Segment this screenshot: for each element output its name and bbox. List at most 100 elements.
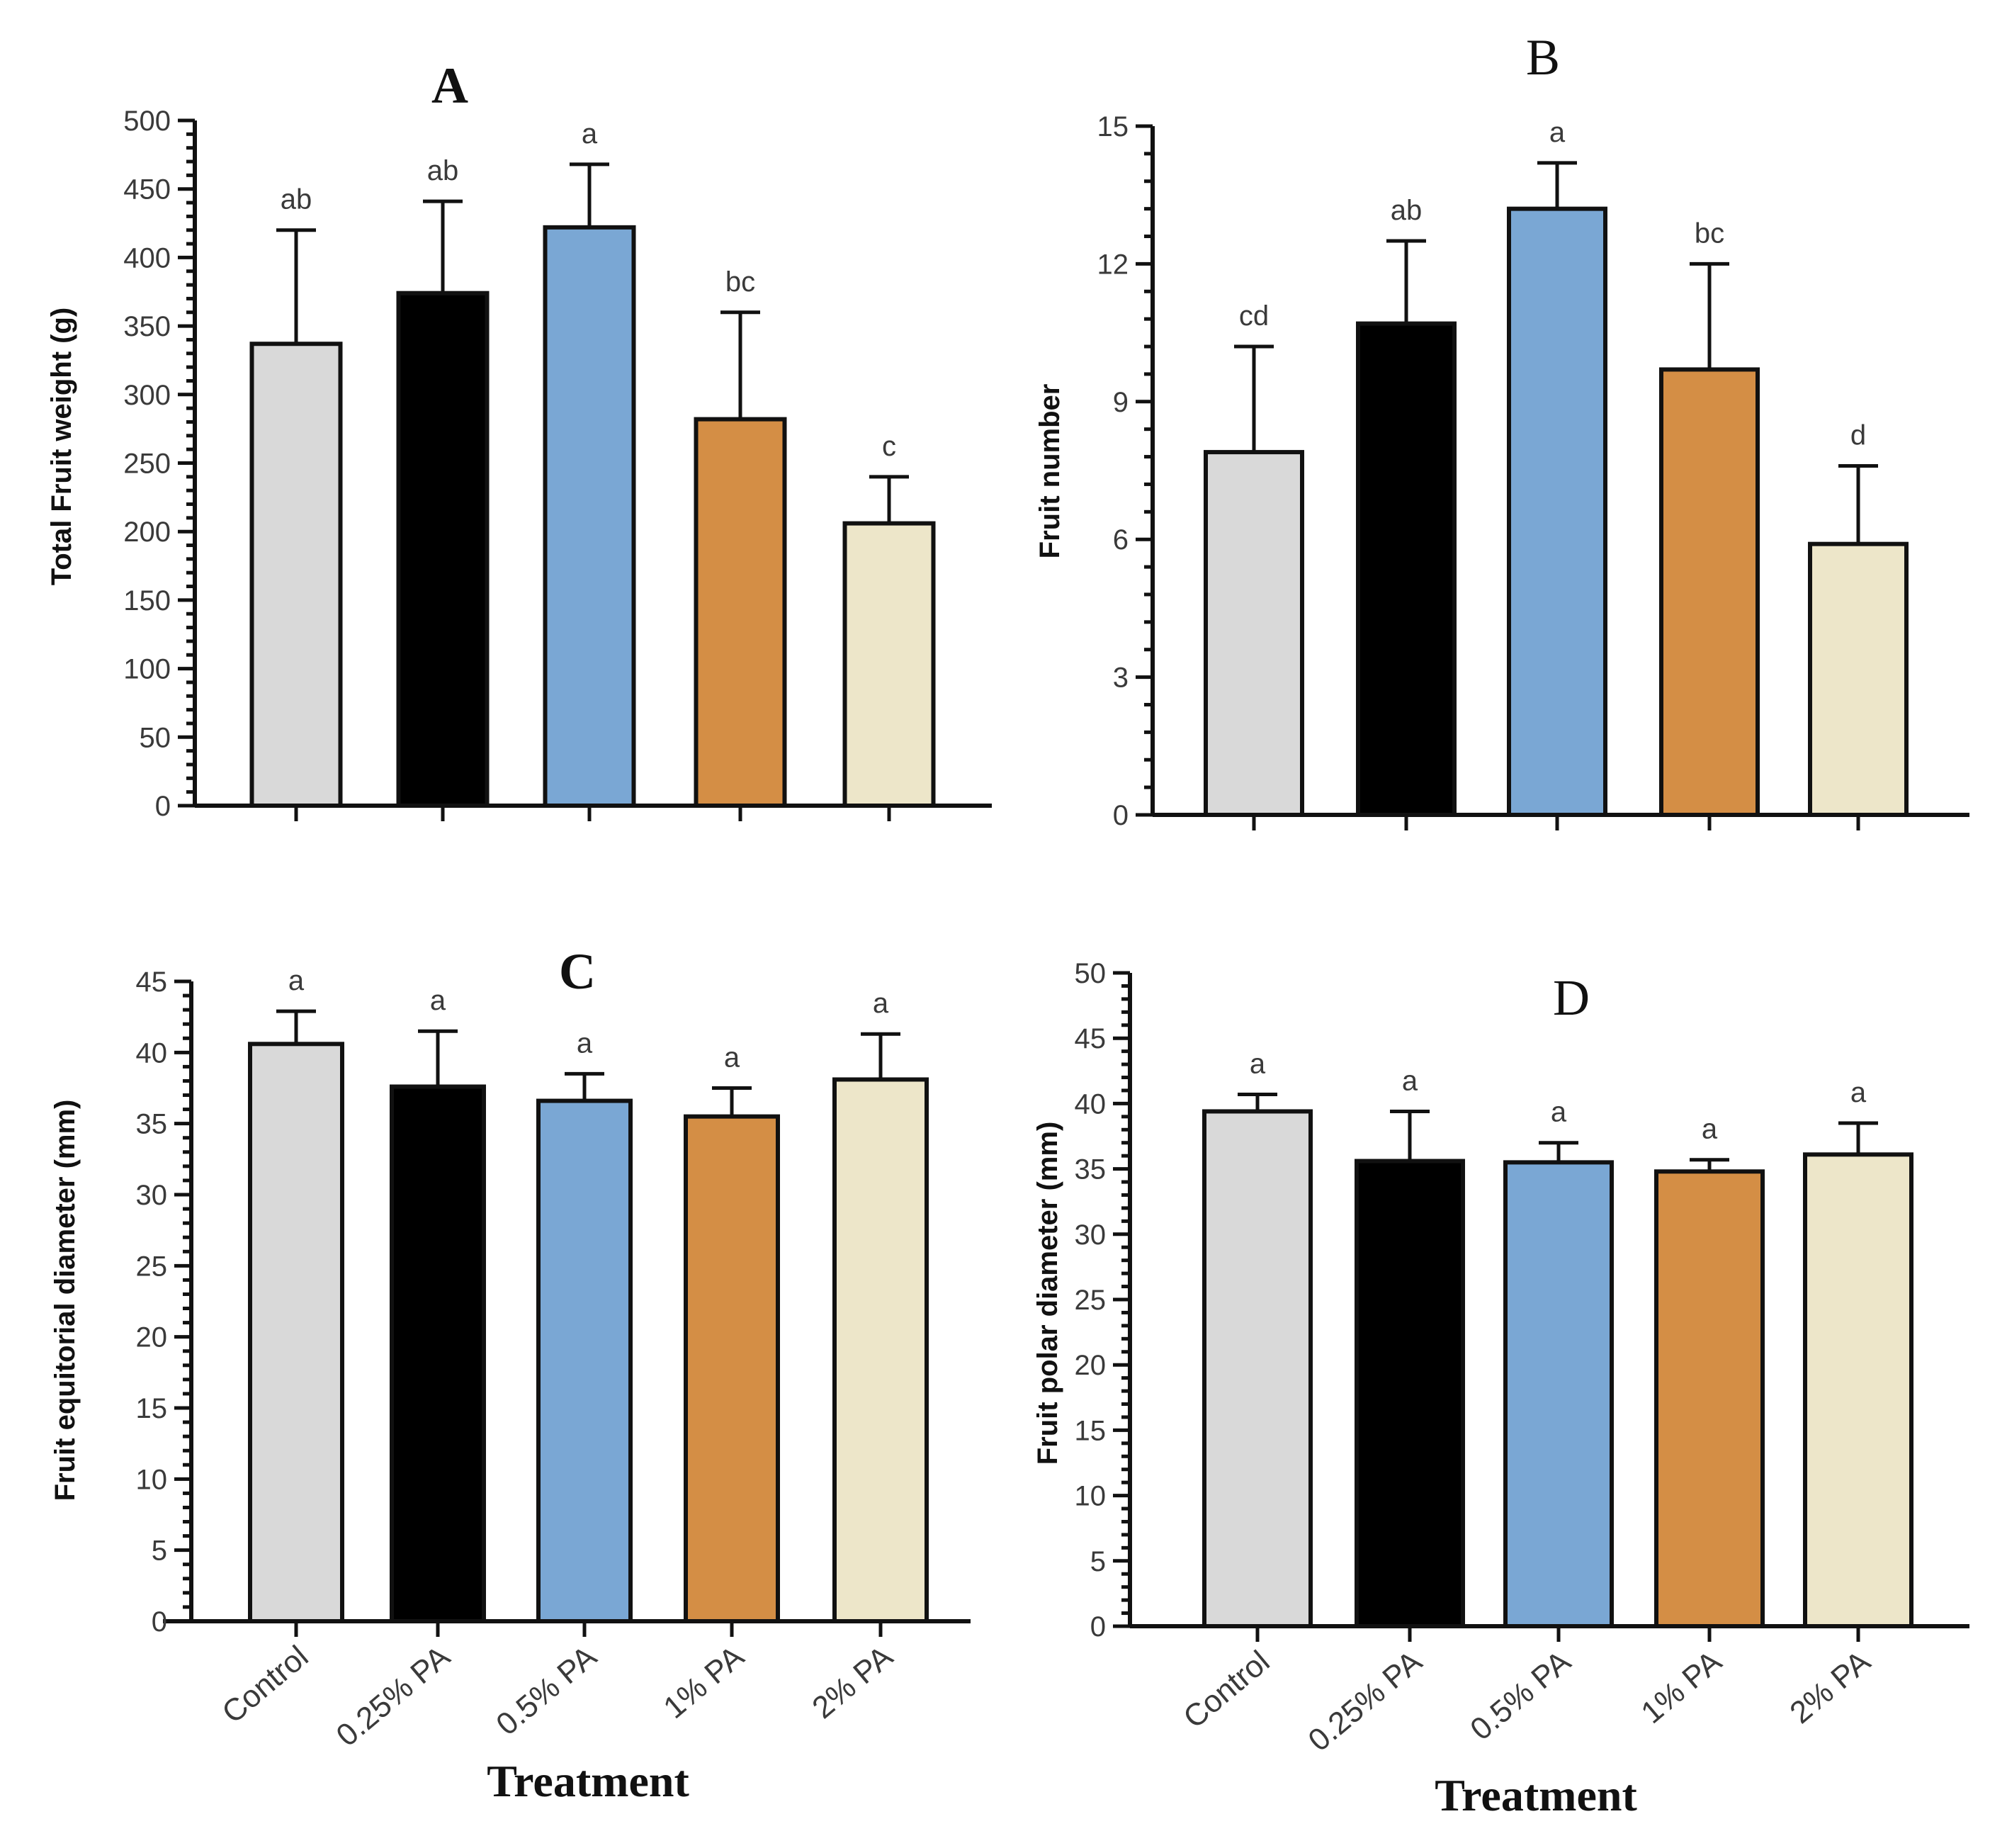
- significance-label: a: [288, 965, 305, 996]
- y-tick-label: 45: [1075, 1023, 1107, 1054]
- y-tick-label: 6: [1113, 524, 1129, 556]
- y-tick-label: 250: [123, 449, 171, 480]
- panel-d: D Fruit polar diameter (mm) Treatment 0 5…: [1032, 958, 1969, 1820]
- significance-label: ab: [1391, 195, 1423, 226]
- y-tick-label: 30: [136, 1180, 168, 1211]
- y-tick-label: 0: [155, 791, 171, 822]
- significance-label: d: [1850, 420, 1866, 451]
- panel-b-y-axis-title: Fruit number: [1034, 384, 1065, 559]
- category-label: 2% PA: [805, 1639, 900, 1725]
- y-tick-label: 15: [1075, 1415, 1107, 1446]
- significance-label: a: [582, 118, 598, 150]
- y-tick-label: 5: [1090, 1546, 1106, 1577]
- y-tick-label: 35: [1075, 1154, 1107, 1185]
- bar-0-25-pa: [1355, 1159, 1465, 1628]
- y-tick-label: 0: [152, 1606, 167, 1638]
- bar-0-25-pa: [1356, 321, 1457, 817]
- y-tick-label: 3: [1113, 663, 1129, 694]
- y-tick-label: 10: [1075, 1481, 1107, 1512]
- y-tick-label: 25: [1075, 1285, 1107, 1316]
- bar-1-pa: [1654, 1169, 1765, 1628]
- bar-0-5-pa: [536, 1098, 633, 1624]
- y-tick-label: 450: [123, 174, 171, 205]
- y-tick-label: 5: [152, 1536, 167, 1567]
- significance-label: ab: [427, 155, 459, 186]
- y-tick-label: 12: [1097, 249, 1129, 280]
- y-tick-label: 40: [1075, 1088, 1107, 1120]
- bar-0-25-pa: [396, 291, 490, 808]
- category-label: 2% PA: [1783, 1644, 1877, 1730]
- y-tick-label: 45: [136, 967, 168, 998]
- y-tick-label: 0: [1090, 1611, 1106, 1643]
- y-tick-label: 35: [136, 1109, 168, 1140]
- significance-label: a: [873, 988, 889, 1019]
- significance-label: a: [1702, 1114, 1718, 1145]
- panel-a-title: A: [431, 57, 468, 114]
- category-label: Control: [1177, 1644, 1276, 1735]
- significance-label: c: [882, 431, 896, 462]
- y-tick-label: 50: [140, 722, 171, 753]
- panel-a-y-axis-title: Total Fruit weight (g): [46, 308, 77, 586]
- panel-c: C Fruit equitorial diameter (mm) Treatme…: [50, 943, 971, 1806]
- bar-2-pa: [1803, 1152, 1913, 1629]
- panel-d-x-axis-title: Treatment: [1435, 1770, 1637, 1820]
- panel-d-title: D: [1553, 969, 1590, 1026]
- bar-0-5-pa: [1507, 206, 1607, 817]
- panel-b: B Fruit number 0 3 6 9 12 15 cd ab a bc d: [1034, 29, 1969, 831]
- y-tick-label: 400: [123, 242, 171, 274]
- y-tick-label: 150: [123, 585, 171, 616]
- significance-label: a: [430, 985, 446, 1016]
- significance-label: a: [1850, 1077, 1867, 1108]
- category-label: 0.25% PA: [330, 1639, 457, 1754]
- y-tick-label: 30: [1075, 1219, 1107, 1251]
- bar-1-pa: [694, 417, 787, 808]
- y-tick-label: 300: [123, 380, 171, 411]
- y-tick-label: 350: [123, 311, 171, 342]
- bar-0-5-pa: [543, 225, 636, 808]
- significance-label: a: [1551, 1097, 1567, 1128]
- y-tick-label: 20: [136, 1322, 168, 1353]
- bar-control: [249, 342, 343, 808]
- y-tick-label: 9: [1113, 387, 1129, 418]
- bar-control: [1204, 450, 1304, 818]
- y-tick-label: 200: [123, 517, 171, 548]
- bar-2-pa: [842, 521, 936, 808]
- category-label: 0.25% PA: [1302, 1644, 1429, 1759]
- panel-c-y-axis-title: Fruit equitorial diameter (mm): [50, 1100, 81, 1502]
- significance-label: cd: [1239, 300, 1269, 332]
- significance-label: a: [1549, 117, 1566, 148]
- significance-label: a: [1402, 1065, 1418, 1096]
- y-tick-label: 100: [123, 654, 171, 685]
- bar-1-pa: [684, 1114, 780, 1623]
- y-tick-label: 10: [136, 1464, 168, 1495]
- bar-1-pa: [1659, 367, 1760, 817]
- panel-c-x-axis-title: Treatment: [487, 1756, 689, 1806]
- category-label: 1% PA: [1634, 1644, 1729, 1730]
- category-label: 1% PA: [657, 1639, 751, 1725]
- y-tick-label: 15: [1097, 111, 1129, 142]
- bar-2-pa: [1808, 541, 1909, 817]
- bar-0-25-pa: [390, 1084, 486, 1623]
- significance-label: bc: [1695, 218, 1724, 249]
- significance-label: ab: [281, 184, 312, 215]
- y-tick-label: 25: [136, 1251, 168, 1282]
- y-tick-label: 20: [1075, 1350, 1107, 1381]
- panel-a: A Total Fruit weight (g) 0 50 100 150 200 250…: [46, 57, 992, 822]
- bar-control: [248, 1042, 344, 1623]
- significance-label: a: [1250, 1048, 1266, 1079]
- significance-label: a: [577, 1027, 593, 1059]
- significance-label: bc: [725, 266, 755, 298]
- y-tick-label: 0: [1113, 800, 1129, 831]
- panel-d-y-axis-title: Fruit polar diameter (mm): [1032, 1122, 1063, 1465]
- bar-control: [1202, 1109, 1313, 1628]
- category-label: 0.5% PA: [1464, 1644, 1578, 1747]
- panel-b-title: B: [1526, 29, 1560, 86]
- category-label: 0.5% PA: [490, 1639, 604, 1742]
- y-tick-label: 50: [1075, 958, 1107, 989]
- y-tick-label: 15: [136, 1393, 168, 1424]
- bar-2-pa: [832, 1077, 929, 1623]
- panel-c-title: C: [559, 943, 596, 1000]
- y-tick-label: 500: [123, 106, 171, 137]
- category-label: Control: [215, 1639, 315, 1730]
